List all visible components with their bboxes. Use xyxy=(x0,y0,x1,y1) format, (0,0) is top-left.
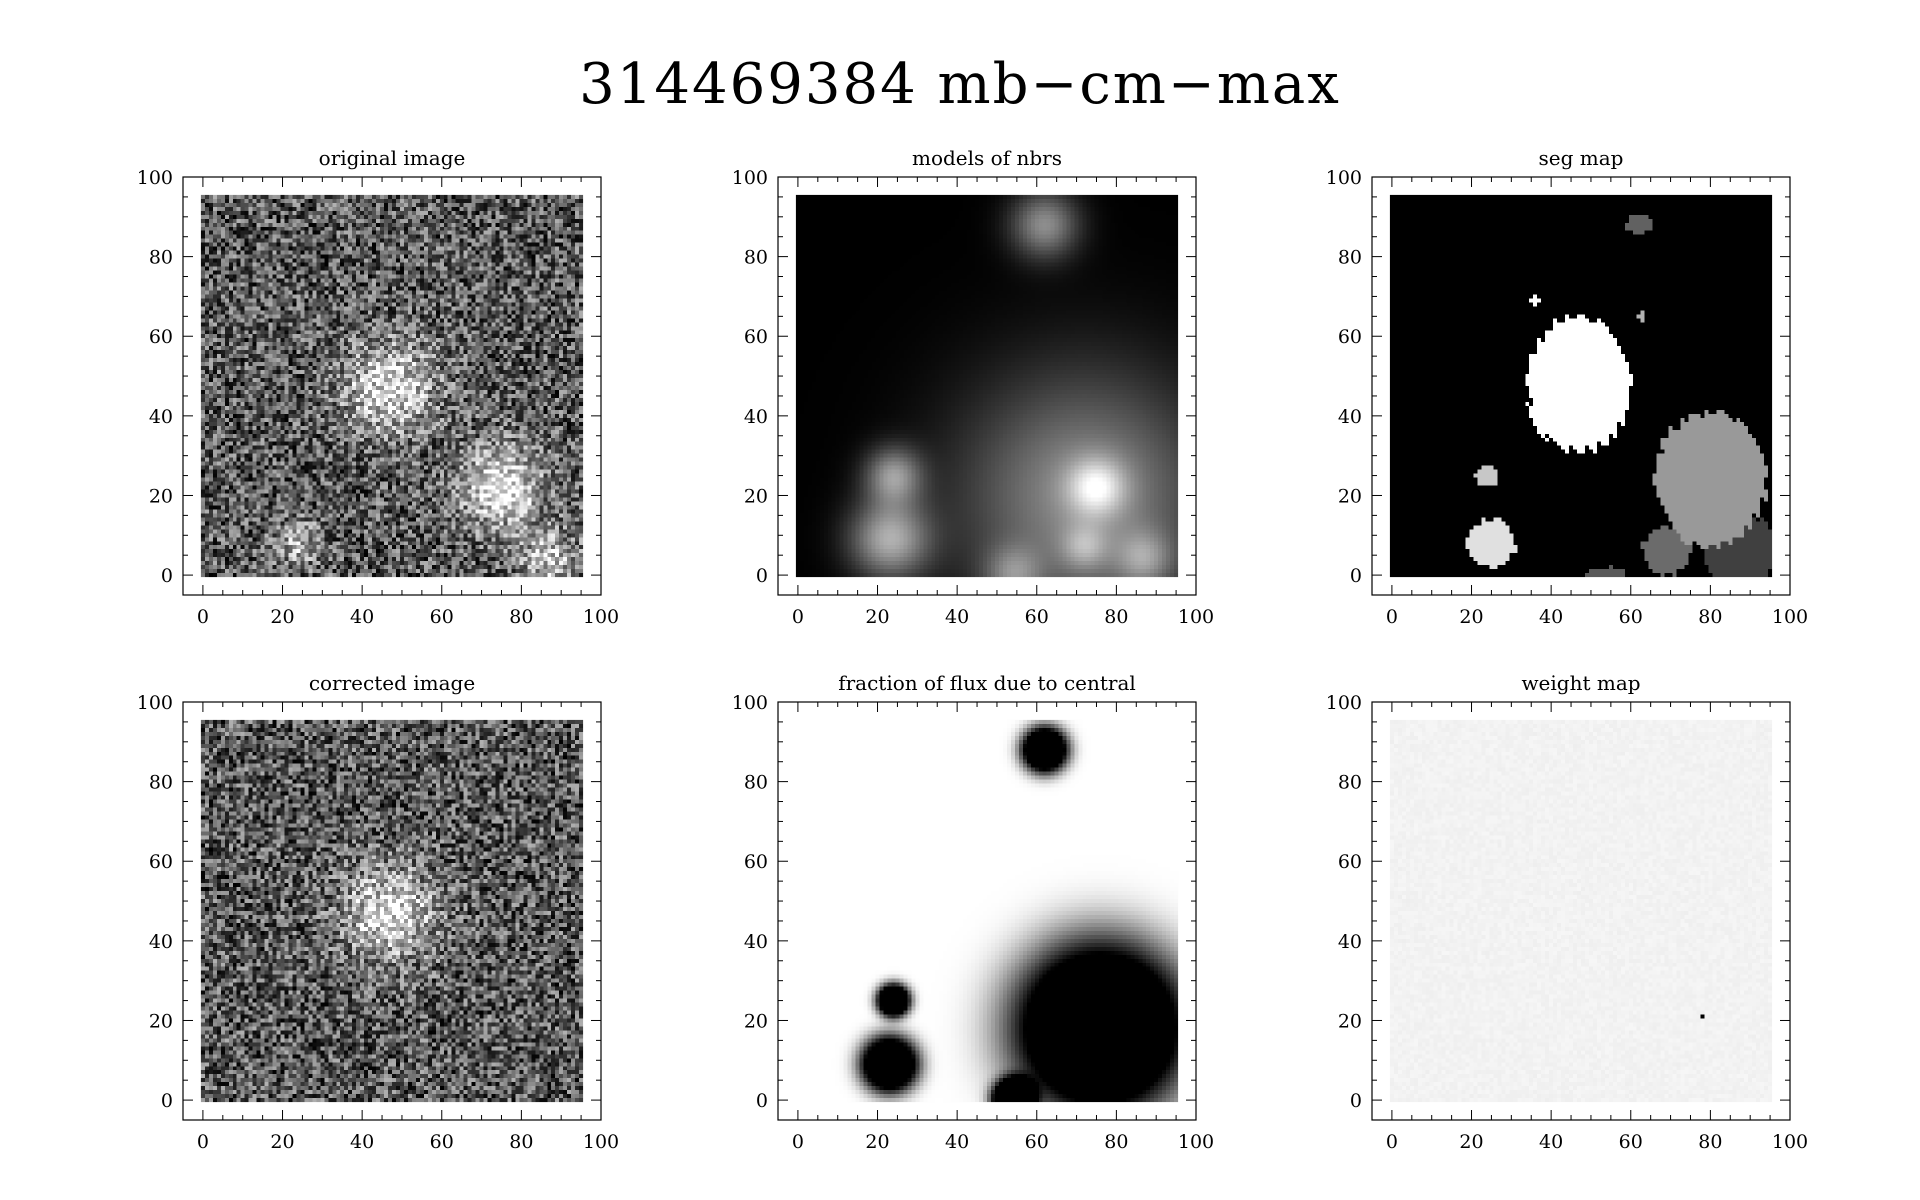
y-tick-label: 100 xyxy=(137,692,173,714)
x-tick-label: 0 xyxy=(1386,1131,1398,1153)
x-tick-label: 20 xyxy=(1459,606,1483,628)
x-tick-label: 20 xyxy=(270,606,294,628)
x-tick-label: 100 xyxy=(583,606,619,628)
x-tick-label: 0 xyxy=(792,1131,804,1153)
x-tick-label: 80 xyxy=(1104,1131,1128,1153)
y-tick-label: 0 xyxy=(1350,565,1362,587)
panel-4: corrected image 0 20 40 60 80 100 0 20 40 60 80 100 xyxy=(137,671,619,1153)
panel-title: original image xyxy=(319,146,466,170)
y-tick-label: 0 xyxy=(756,565,768,587)
y-tick-label: 40 xyxy=(1338,931,1362,953)
panel-2: models of nbrs 0 20 40 60 80 100 0 20 40 60 80 100 xyxy=(732,146,1214,628)
y-tick-label: 80 xyxy=(1338,247,1362,269)
y-tick-label: 20 xyxy=(149,1010,173,1032)
panel-image xyxy=(1389,719,1773,1103)
panel-title: seg map xyxy=(1539,146,1624,170)
x-tick-label: 80 xyxy=(509,606,533,628)
figure-title: 314469384 mb−cm−max xyxy=(579,52,1341,117)
y-tick-label: 60 xyxy=(1338,851,1362,873)
x-tick-label: 100 xyxy=(583,1131,619,1153)
y-tick-label: 0 xyxy=(1350,1090,1362,1112)
panel-title: weight map xyxy=(1521,671,1640,695)
x-tick-label: 40 xyxy=(945,606,969,628)
y-tick-label: 100 xyxy=(1326,167,1362,189)
axes-frame xyxy=(777,176,1197,596)
y-tick-label: 100 xyxy=(732,167,768,189)
y-tick-label: 40 xyxy=(744,406,768,428)
y-tick-label: 100 xyxy=(1326,692,1362,714)
x-tick-label: 20 xyxy=(865,1131,889,1153)
y-tick-label: 0 xyxy=(756,1090,768,1112)
axes-frame xyxy=(777,701,1197,1121)
x-tick-label: 60 xyxy=(1025,1131,1049,1153)
y-tick-label: 20 xyxy=(1338,485,1362,507)
panel-1: original image 0 20 40 60 80 100 0 20 40 60 80 100 xyxy=(137,146,619,628)
x-tick-label: 40 xyxy=(1539,606,1563,628)
y-tick-label: 40 xyxy=(744,931,768,953)
y-tick-label: 20 xyxy=(149,485,173,507)
y-tick-label: 60 xyxy=(1338,326,1362,348)
panel-image xyxy=(1389,194,1773,578)
y-tick-label: 20 xyxy=(744,485,768,507)
x-tick-label: 60 xyxy=(1619,1131,1643,1153)
panel-image xyxy=(200,719,584,1103)
panel-image xyxy=(795,194,1179,578)
x-tick-label: 0 xyxy=(1386,606,1398,628)
x-tick-label: 20 xyxy=(270,1131,294,1153)
x-tick-label: 80 xyxy=(1698,1131,1722,1153)
x-tick-label: 0 xyxy=(197,606,209,628)
y-tick-label: 80 xyxy=(744,247,768,269)
axes-frame xyxy=(182,701,602,1121)
y-tick-label: 100 xyxy=(137,167,173,189)
y-tick-label: 80 xyxy=(1338,772,1362,794)
panel-image xyxy=(200,194,584,578)
x-tick-label: 60 xyxy=(1619,606,1643,628)
axes-frame xyxy=(182,176,602,596)
x-tick-label: 60 xyxy=(430,1131,454,1153)
x-tick-label: 80 xyxy=(1698,606,1722,628)
x-tick-label: 60 xyxy=(1025,606,1049,628)
x-tick-label: 0 xyxy=(792,606,804,628)
x-tick-label: 40 xyxy=(350,606,374,628)
y-tick-label: 0 xyxy=(161,1090,173,1112)
y-tick-label: 60 xyxy=(744,851,768,873)
panel-5: fraction of flux due to central 0 20 40 60 80… xyxy=(732,671,1214,1153)
y-tick-label: 40 xyxy=(149,406,173,428)
y-tick-label: 80 xyxy=(149,772,173,794)
x-tick-label: 80 xyxy=(1104,606,1128,628)
y-tick-label: 20 xyxy=(744,1010,768,1032)
x-tick-label: 0 xyxy=(197,1131,209,1153)
x-tick-label: 80 xyxy=(509,1131,533,1153)
x-tick-label: 20 xyxy=(865,606,889,628)
panel-title: models of nbrs xyxy=(912,146,1062,170)
x-tick-label: 100 xyxy=(1772,606,1808,628)
y-tick-label: 40 xyxy=(1338,406,1362,428)
x-tick-label: 40 xyxy=(945,1131,969,1153)
y-tick-label: 40 xyxy=(149,931,173,953)
x-tick-label: 100 xyxy=(1772,1131,1808,1153)
panel-title: corrected image xyxy=(309,671,475,695)
x-tick-label: 60 xyxy=(430,606,454,628)
y-tick-label: 80 xyxy=(149,247,173,269)
panel-3: seg map 0 20 40 60 80 100 0 20 40 60 80 100 xyxy=(1326,146,1808,628)
x-tick-label: 20 xyxy=(1459,1131,1483,1153)
y-tick-label: 20 xyxy=(1338,1010,1362,1032)
panel-6: weight map 0 20 40 60 80 100 0 20 40 60 80 100 xyxy=(1326,671,1808,1153)
y-tick-label: 100 xyxy=(732,692,768,714)
panel-title: fraction of flux due to central xyxy=(838,671,1136,695)
y-tick-label: 0 xyxy=(161,565,173,587)
x-tick-label: 100 xyxy=(1178,606,1214,628)
x-tick-label: 40 xyxy=(1539,1131,1563,1153)
x-tick-label: 40 xyxy=(350,1131,374,1153)
axes-frame xyxy=(1371,701,1791,1121)
y-tick-label: 60 xyxy=(149,851,173,873)
y-tick-label: 80 xyxy=(744,772,768,794)
panel-image xyxy=(795,719,1179,1103)
y-tick-label: 60 xyxy=(744,326,768,348)
x-tick-label: 100 xyxy=(1178,1131,1214,1153)
axes-frame xyxy=(1371,176,1791,596)
y-tick-label: 60 xyxy=(149,326,173,348)
